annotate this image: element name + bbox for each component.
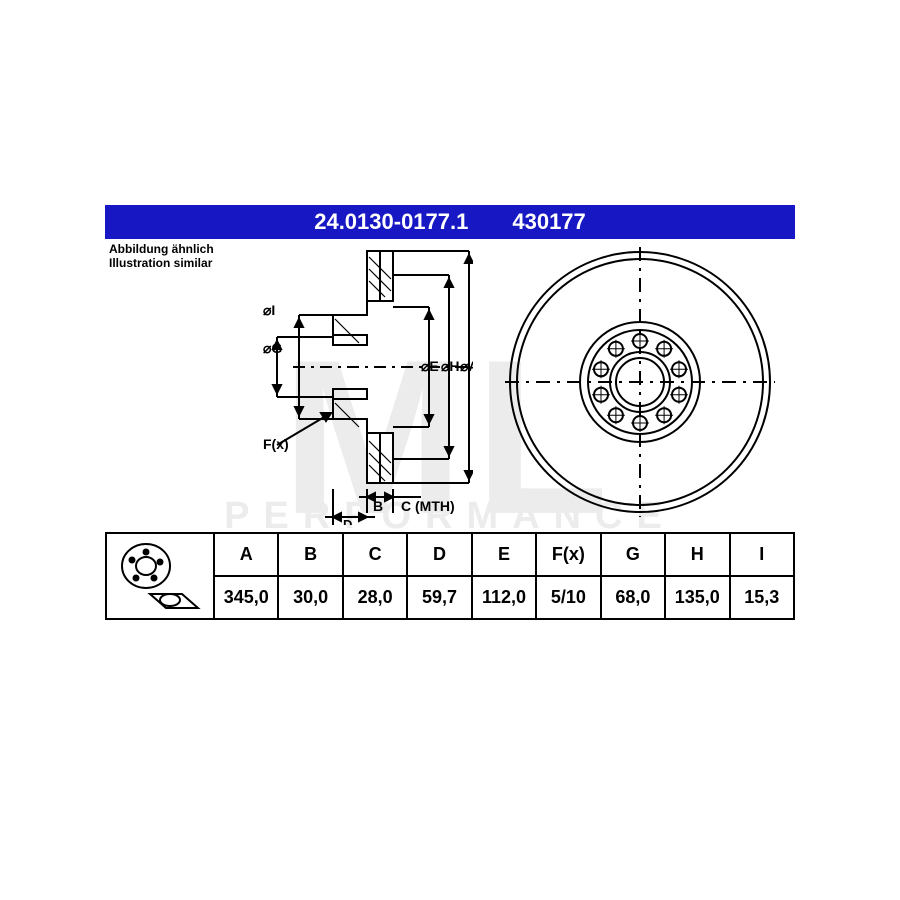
label-c: C (MTH) bbox=[401, 498, 455, 514]
cross-section-drawing: ⌀I ⌀G ⌀E ⌀H ⌀A F(x) B D C (MTH) bbox=[263, 245, 473, 525]
col-c: C bbox=[343, 533, 407, 576]
val-h: 135,0 bbox=[665, 576, 729, 619]
val-c: 28,0 bbox=[343, 576, 407, 619]
note-en: Illustration similar bbox=[109, 257, 214, 271]
val-a: 345,0 bbox=[214, 576, 278, 619]
val-e: 112,0 bbox=[472, 576, 536, 619]
col-b: B bbox=[278, 533, 342, 576]
val-g: 68,0 bbox=[601, 576, 665, 619]
label-oe: ⌀E bbox=[421, 358, 439, 374]
val-f: 5/10 bbox=[536, 576, 600, 619]
note-de: Abbildung ähnlich bbox=[109, 243, 214, 257]
label-oh: ⌀H bbox=[441, 358, 460, 374]
col-e: E bbox=[472, 533, 536, 576]
part-code: 430177 bbox=[512, 209, 585, 235]
val-i: 15,3 bbox=[730, 576, 795, 619]
brake-disc-thumb-icon bbox=[112, 538, 208, 614]
col-d: D bbox=[407, 533, 471, 576]
col-h: H bbox=[665, 533, 729, 576]
label-oi: ⌀I bbox=[263, 302, 275, 318]
val-d: 59,7 bbox=[407, 576, 471, 619]
label-fx: F(x) bbox=[263, 436, 289, 452]
illustration-note: Abbildung ähnlich Illustration similar bbox=[109, 243, 214, 271]
table-header-row: A B C D E F(x) G H I bbox=[106, 533, 794, 576]
col-f: F(x) bbox=[536, 533, 600, 576]
label-d: D bbox=[343, 517, 352, 525]
disc-front-view bbox=[505, 247, 775, 517]
label-oa: ⌀A bbox=[460, 358, 473, 374]
diagram-frame: 24.0130-0177.1 430177 Abbildung ähnlich … bbox=[105, 205, 795, 620]
label-og: ⌀G bbox=[263, 340, 282, 356]
part-number: 24.0130-0177.1 bbox=[314, 209, 468, 235]
label-b: B bbox=[373, 498, 383, 514]
col-i: I bbox=[730, 533, 795, 576]
table-icon-cell bbox=[106, 533, 214, 619]
header-bar: 24.0130-0177.1 430177 bbox=[105, 205, 795, 239]
val-b: 30,0 bbox=[278, 576, 342, 619]
col-g: G bbox=[601, 533, 665, 576]
spec-table: A B C D E F(x) G H I 345,0 30,0 28,0 59,… bbox=[105, 532, 795, 620]
col-a: A bbox=[214, 533, 278, 576]
